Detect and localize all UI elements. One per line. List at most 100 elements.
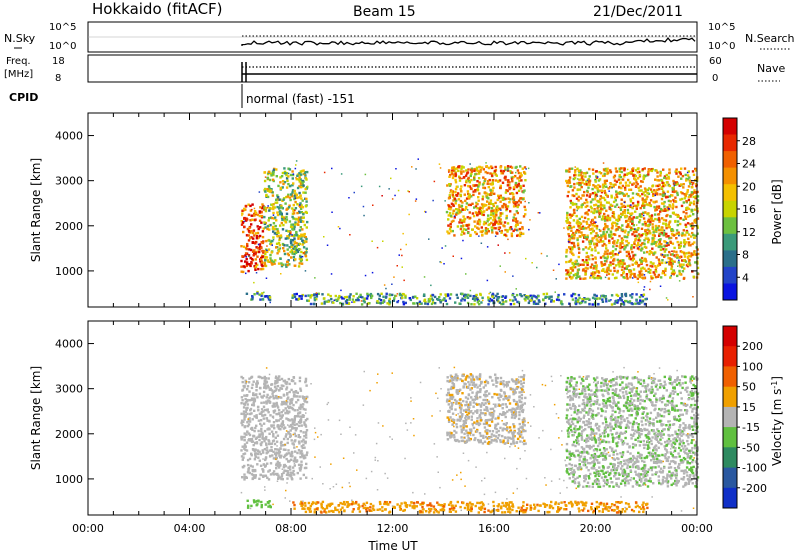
data-cell <box>250 386 254 390</box>
data-cell <box>262 251 265 254</box>
data-cell <box>429 294 433 297</box>
data-cell <box>599 195 602 198</box>
data-cell <box>507 380 511 384</box>
data-cell <box>276 404 279 408</box>
data-cell <box>600 234 603 237</box>
data-cell <box>276 406 280 409</box>
data-cell <box>292 256 296 259</box>
data-cell <box>298 262 301 265</box>
data-cell <box>578 178 581 181</box>
data-cell <box>300 204 303 207</box>
data-cell <box>282 466 286 469</box>
data-cell <box>345 298 349 302</box>
noise-cell <box>486 246 489 248</box>
data-cell <box>293 295 297 299</box>
noise-cell <box>241 214 243 217</box>
colorbar-swatch <box>723 167 737 185</box>
data-cell <box>576 300 580 303</box>
data-cell <box>623 299 627 303</box>
data-cell <box>273 262 276 265</box>
noise-cell <box>439 261 441 263</box>
noise-cell <box>428 238 430 240</box>
data-cell <box>602 240 605 243</box>
data-cell <box>260 411 263 414</box>
data-cell <box>670 228 674 231</box>
data-cell <box>465 179 468 182</box>
data-cell <box>482 434 485 438</box>
data-cell <box>246 412 249 416</box>
data-cell <box>685 212 688 215</box>
data-cell <box>584 175 587 178</box>
data-cell <box>452 195 455 198</box>
data-cell <box>299 202 302 205</box>
noise-cell <box>528 228 530 231</box>
data-cell <box>394 294 397 298</box>
data-cell <box>386 302 389 305</box>
data-cell <box>609 203 612 206</box>
data-cell <box>256 250 259 253</box>
data-cell <box>272 402 275 405</box>
data-cell <box>584 301 587 304</box>
data-cell <box>287 466 290 469</box>
data-cell <box>366 302 370 305</box>
data-cell <box>453 419 456 422</box>
data-cell <box>341 297 344 300</box>
data-cell <box>608 218 612 222</box>
data-cell <box>663 208 666 211</box>
data-cell <box>298 257 302 260</box>
data-cell <box>471 422 474 426</box>
data-cell <box>580 215 584 219</box>
data-cell <box>404 301 407 305</box>
data-cell <box>460 439 463 443</box>
data-cell <box>482 182 486 185</box>
data-cell <box>508 187 511 191</box>
data-cell <box>638 218 642 222</box>
data-cell <box>546 295 549 299</box>
noise-cell <box>630 204 632 206</box>
data-cell <box>286 195 289 198</box>
data-cell <box>467 176 470 180</box>
data-cell <box>614 253 617 256</box>
noise-cell <box>558 263 560 266</box>
data-cell <box>682 229 685 232</box>
data-cell <box>291 408 295 411</box>
data-cell <box>613 257 616 261</box>
data-cell <box>697 252 700 256</box>
data-cell <box>623 175 626 178</box>
data-cell <box>474 225 477 228</box>
data-cell <box>476 391 480 394</box>
data-cell <box>273 385 277 389</box>
data-cell <box>694 191 697 194</box>
data-cell <box>455 213 458 216</box>
data-cell <box>460 431 463 434</box>
data-cell <box>262 469 265 472</box>
data-cell <box>297 223 300 226</box>
data-cell <box>288 382 291 386</box>
data-cell <box>588 179 591 182</box>
data-cell <box>402 303 406 306</box>
data-cell <box>290 223 293 226</box>
noise-cell <box>449 192 451 194</box>
data-cell <box>296 186 300 190</box>
data-cell <box>451 381 454 385</box>
data-cell <box>270 389 274 392</box>
data-cell <box>485 208 489 211</box>
data-cell <box>266 476 269 479</box>
data-cell <box>669 241 673 244</box>
data-cell <box>593 191 597 194</box>
data-cell <box>608 234 611 237</box>
data-cell <box>632 254 635 257</box>
data-cell <box>378 294 381 297</box>
colorbar-swatch <box>723 217 737 235</box>
data-cell <box>590 263 594 266</box>
data-cell <box>457 402 461 405</box>
data-cell <box>475 232 478 236</box>
data-cell <box>629 200 633 203</box>
data-cell <box>266 399 270 402</box>
data-cell <box>254 242 257 245</box>
data-cell <box>522 430 525 433</box>
data-cell <box>455 431 458 434</box>
data-cell <box>687 251 691 254</box>
data-cell <box>688 244 691 247</box>
data-cell <box>532 294 535 298</box>
